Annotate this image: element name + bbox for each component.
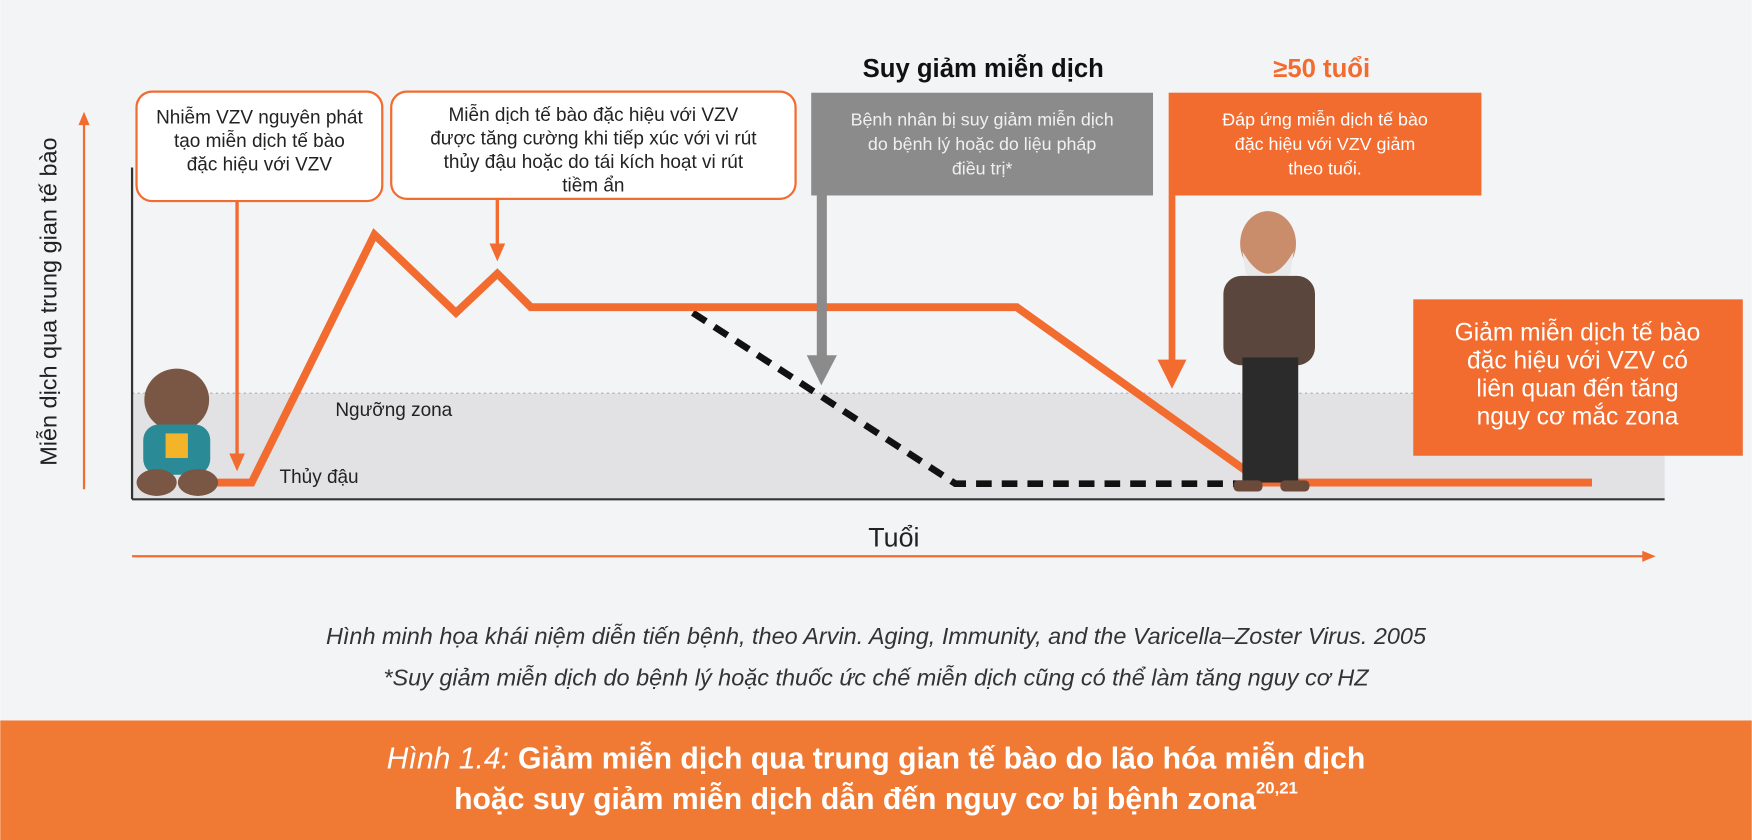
figure-prefix: Hình 1.4:: [387, 743, 509, 776]
title-band: [0, 720, 1752, 840]
immunity-curve: [212, 228, 1593, 487]
chickenpox-label: Thủy đậu: [280, 467, 359, 488]
callout-arrow: [1168, 195, 1176, 364]
callout-text: đặc hiệu với VZV giảm: [1235, 134, 1415, 154]
callout-box: [1413, 299, 1743, 456]
callout-box: [811, 92, 1154, 196]
callout-text: Miễn dịch tế bào đặc hiệu với VZV: [449, 104, 739, 126]
callout-arrow-head: [229, 453, 245, 472]
callout-text: theo tuổi.: [1288, 159, 1361, 179]
figure-title-line: hoặc suy giảm miễn dịch dẫn đến nguy cơ …: [454, 782, 1256, 816]
callout-arrow-head: [489, 243, 506, 262]
callout-arrow: [816, 195, 827, 358]
callout-text: Đáp ứng miễn dịch tế bào: [1222, 108, 1428, 129]
caption: Hình minh họa khái niệm diễn tiến bệnh, …: [326, 622, 1427, 649]
callout-text: điều trị*: [952, 159, 1013, 179]
x-axis-label: Tuổi: [868, 523, 919, 553]
baby-icon: [136, 368, 219, 496]
callout-arrow-head: [806, 355, 837, 386]
callout-arrow-head: [1157, 359, 1187, 389]
callout-text: nguy cơ mắc zona: [1477, 403, 1679, 430]
callout-text: đặc hiệu với VZV có: [1467, 347, 1688, 374]
callout-text: Giảm miễn dịch tế bào: [1455, 319, 1701, 346]
immunosuppressed-curve: [690, 309, 1263, 488]
callout-box: [390, 90, 797, 200]
x-arrow-head: [1642, 550, 1656, 562]
figure-title: hoặc suy giảm miễn dịch dẫn đến nguy cơ …: [454, 779, 1298, 816]
callout-box: [135, 90, 384, 203]
heading: Suy giảm miễn dịch: [863, 53, 1104, 83]
callout-text: tiềm ẩn: [562, 176, 624, 197]
y-arrow-head: [78, 111, 90, 126]
callout-text: được tăng cường khi tiếp xúc với vi rút: [430, 129, 757, 150]
elderly-icon: [1223, 211, 1315, 492]
threshold-label: Ngưỡng zona: [335, 400, 452, 421]
caption: *Suy giảm miễn dịch do bệnh lý hoặc thuố…: [383, 663, 1369, 690]
callout-text: Nhiễm VZV nguyên phát: [156, 106, 363, 128]
callout-text: tạo miễn dịch tế bào: [174, 130, 345, 152]
figure-superscript: 20,21: [1256, 779, 1298, 798]
y-axis-label: Miễn dịch qua trung gian tế bào: [36, 137, 62, 465]
callout-box: [1168, 92, 1482, 196]
callout-text: do bệnh lý hoặc do liệu pháp: [868, 134, 1096, 154]
callout-text: đặc hiệu với VZV: [187, 154, 333, 175]
figure-title: Hình 1.4: Giảm miễn dịch qua trung gian t…: [387, 742, 1366, 776]
callout-text: liên quan đến tăng: [1476, 375, 1678, 402]
figure-title-line: Giảm miễn dịch qua trung gian tế bào do …: [518, 742, 1365, 776]
heading: ≥50 tuổi: [1273, 55, 1370, 83]
callout-text: Bệnh nhân bị suy giảm miễn dịch: [851, 108, 1114, 129]
callout-text: thủy đậu hoặc do tái kích hoạt vi rút: [444, 152, 744, 173]
